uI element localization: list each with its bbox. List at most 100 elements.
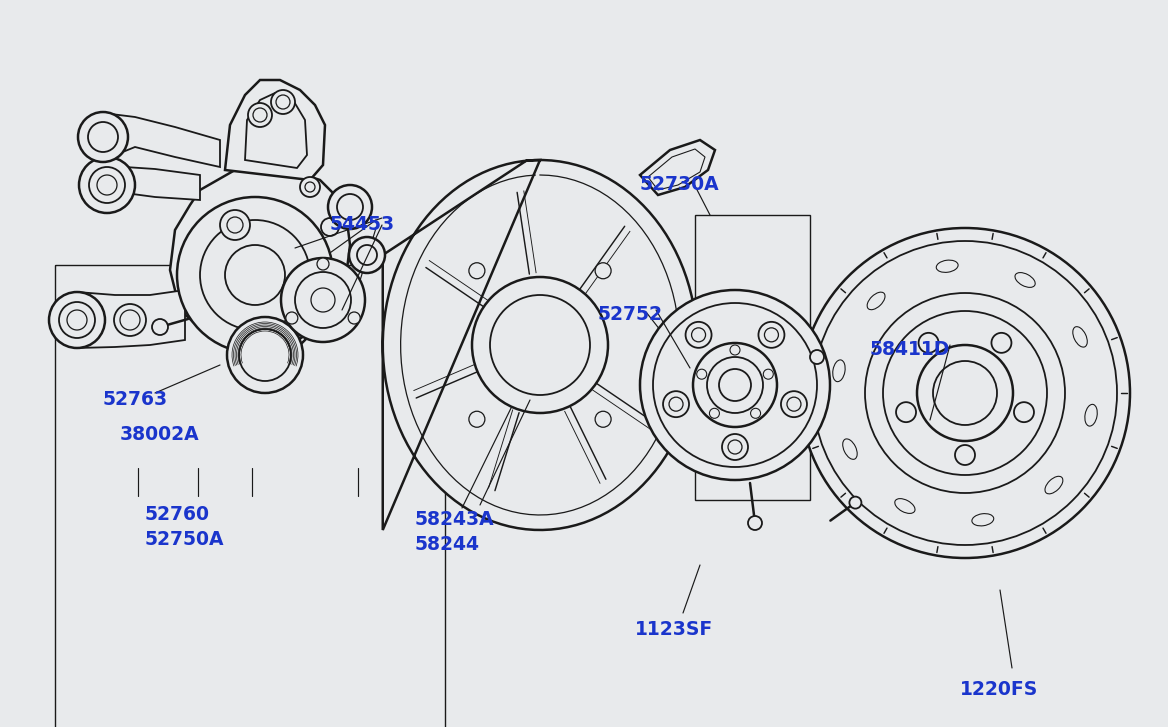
Text: 52763: 52763 [103,390,168,409]
Circle shape [669,397,683,411]
Circle shape [491,295,590,395]
Circle shape [955,445,975,465]
Circle shape [596,262,611,278]
Circle shape [357,245,377,265]
Text: 58244: 58244 [415,535,480,554]
Circle shape [709,409,719,418]
Ellipse shape [937,260,958,273]
Ellipse shape [1045,476,1063,494]
Ellipse shape [972,513,994,526]
Circle shape [693,343,777,427]
Circle shape [640,290,830,480]
Bar [695,215,809,500]
Circle shape [800,228,1129,558]
Circle shape [468,411,485,427]
Polygon shape [103,113,220,167]
Circle shape [328,185,371,229]
Circle shape [321,218,339,236]
Circle shape [813,241,1117,545]
Circle shape [728,440,742,454]
Circle shape [225,245,285,305]
Circle shape [896,402,916,422]
Polygon shape [225,80,325,180]
Circle shape [296,272,352,328]
Circle shape [707,357,763,413]
Circle shape [683,313,707,337]
Text: 52730A: 52730A [640,175,719,194]
Ellipse shape [1073,326,1087,347]
Circle shape [271,90,296,114]
Circle shape [730,345,741,355]
Text: 58411D: 58411D [870,340,951,359]
Circle shape [758,322,785,348]
Ellipse shape [867,292,885,310]
Polygon shape [171,165,350,355]
Circle shape [120,310,140,330]
Circle shape [253,108,267,122]
Circle shape [883,311,1047,475]
Circle shape [1014,402,1034,422]
Circle shape [917,345,1013,441]
Circle shape [220,210,250,240]
Circle shape [348,312,360,324]
Polygon shape [245,93,307,168]
Circle shape [763,369,773,379]
Circle shape [933,361,997,425]
Circle shape [200,220,310,330]
Circle shape [653,303,816,467]
Polygon shape [77,290,185,348]
Circle shape [300,177,320,197]
Polygon shape [640,140,715,195]
Circle shape [97,175,117,195]
Ellipse shape [843,439,857,459]
Circle shape [114,304,146,336]
Circle shape [809,350,823,364]
Ellipse shape [1015,273,1035,287]
Text: 1220FS: 1220FS [960,680,1038,699]
Circle shape [79,157,135,213]
Circle shape [349,237,385,273]
Circle shape [663,391,689,417]
Circle shape [60,302,95,338]
Circle shape [686,322,711,348]
Circle shape [311,288,335,312]
Circle shape [992,333,1011,353]
Circle shape [227,317,303,393]
Circle shape [49,292,105,348]
Circle shape [748,516,762,530]
Polygon shape [107,167,200,213]
Circle shape [865,293,1065,493]
Circle shape [596,411,611,427]
Text: 58243A: 58243A [415,510,494,529]
Text: 38002A: 38002A [120,425,200,444]
Bar [55,265,445,727]
Circle shape [317,258,329,270]
Circle shape [787,397,801,411]
Circle shape [276,95,290,109]
Ellipse shape [1085,404,1097,426]
Circle shape [78,112,128,162]
Circle shape [305,182,315,192]
Polygon shape [648,149,705,190]
Circle shape [338,194,363,220]
Circle shape [918,333,939,353]
Circle shape [468,262,485,278]
Circle shape [286,312,298,324]
Circle shape [227,217,243,233]
Circle shape [152,319,168,335]
Circle shape [67,310,86,330]
Circle shape [691,328,705,342]
Circle shape [722,434,748,460]
Circle shape [89,167,125,203]
Text: 52750A: 52750A [145,530,224,549]
Text: 54453: 54453 [331,215,395,234]
Circle shape [239,329,291,381]
Circle shape [764,328,778,342]
Ellipse shape [895,499,915,513]
Circle shape [248,103,272,127]
FancyBboxPatch shape [655,351,724,419]
Circle shape [849,497,861,509]
Circle shape [281,258,364,342]
Circle shape [178,197,333,353]
Text: 52760: 52760 [145,505,210,524]
